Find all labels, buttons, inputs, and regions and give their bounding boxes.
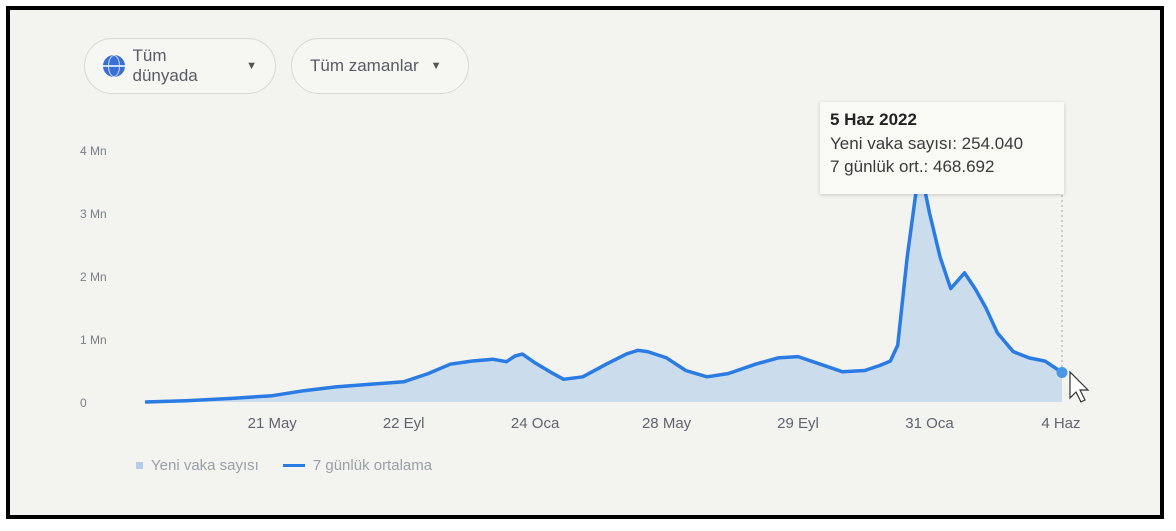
legend-bars-label: Yeni vaka sayısı [151,457,259,474]
caret-down-icon: ▼ [430,60,442,72]
seven-day-average-line [144,179,1063,404]
y-tick-label: 4 Mn [80,144,107,158]
y-tick-label: 0 [80,396,87,410]
y-tick-label: 3 Mn [80,207,107,221]
hover-marker [1056,366,1068,378]
tooltip-date: 5 Haz 2022 [830,110,917,129]
y-tick-label: 1 Mn [80,333,107,347]
globe-icon [103,55,125,77]
region-filter-label: Tüm dünyada [132,46,198,85]
y-tick-label: 2 Mn [80,270,107,284]
time-filter-label: Tüm zamanlar [310,56,419,75]
mouse-cursor-icon [1069,370,1090,403]
legend-line-label: 7 günlük ortalama [312,457,433,474]
caret-down-icon: ▼ [246,60,257,72]
x-tick-label: 24 Oca [511,415,560,432]
time-filter-button[interactable]: Tüm zamanlar ▼ [291,38,469,94]
tooltip-new-cases: Yeni vaka sayısı: 254.040 [830,134,1024,153]
chart-frame: 0 1 Mn 2 Mn 3 Mn 4 Mn 21 May 22 Eyl 24 Oca 28 Ma… [6,6,1164,519]
chart-legend: Yeni vaka sayısı 7 günlük ortalama [136,457,432,474]
x-tick-label: 22 Eyl [383,415,425,432]
x-tick-label: 21 May [248,415,298,432]
legend-bars-swatch [136,462,143,469]
chart-svg: 0 1 Mn 2 Mn 3 Mn 4 Mn 21 May 22 Eyl 24 Oca 28 Ma… [80,144,1090,432]
region-filter-button[interactable]: Tüm dünyada ▼ [84,38,276,94]
chart-tooltip: 5 Haz 2022 Yeni vaka sayısı: 254.040 7 g… [820,102,1064,194]
tooltip-average: 7 günlük ort.: 468.692 [830,157,995,176]
legend-line-swatch [282,464,305,467]
x-tick-label: 4 Haz [1041,415,1080,432]
x-tick-label: 29 Eyl [777,415,819,432]
daily-cases-area [145,181,1062,402]
x-tick-label: 28 May [642,415,692,432]
x-tick-label: 31 Oca [905,415,954,432]
